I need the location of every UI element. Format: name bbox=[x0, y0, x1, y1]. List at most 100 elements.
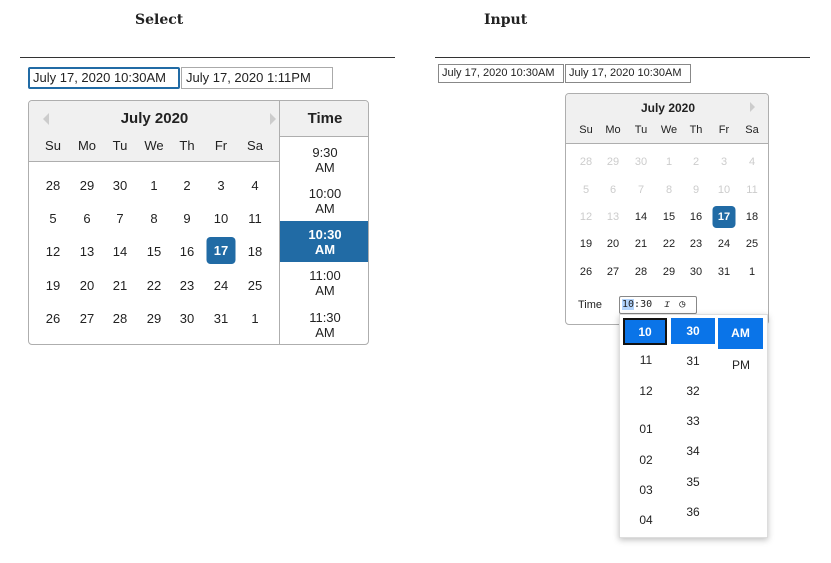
day-cell: 4 bbox=[748, 156, 756, 168]
divider bbox=[435, 57, 810, 58]
day-cell[interactable]: 24 bbox=[213, 278, 229, 293]
day-cell[interactable]: 10 bbox=[213, 211, 229, 226]
day-cell[interactable]: 16 bbox=[179, 244, 195, 259]
day-cell[interactable]: 30 bbox=[179, 311, 195, 326]
minute-option[interactable]: 32 bbox=[686, 384, 700, 398]
day-cell[interactable]: 16 bbox=[689, 211, 703, 223]
start-date-input[interactable]: July 17, 2020 10:30AM bbox=[438, 64, 564, 83]
day-cell[interactable]: 19 bbox=[45, 278, 61, 293]
hour-option[interactable]: 10 bbox=[623, 318, 667, 345]
day-cell: 8 bbox=[665, 184, 673, 196]
day-cell[interactable]: 14 bbox=[112, 244, 128, 259]
day-cell[interactable]: 15 bbox=[146, 244, 162, 259]
day-cell[interactable]: 26 bbox=[45, 311, 61, 326]
day-cell[interactable]: 26 bbox=[579, 266, 593, 278]
minute-option[interactable]: 36 bbox=[686, 505, 700, 519]
time-option[interactable]: 11:00 AM bbox=[309, 268, 341, 298]
day-cell[interactable]: 8 bbox=[150, 211, 158, 226]
day-cell: 3 bbox=[720, 156, 728, 168]
time-input[interactable]: 10:30 ɪ ◷ bbox=[619, 296, 697, 314]
day-cell[interactable]: 22 bbox=[662, 238, 676, 250]
day-cell[interactable]: 1 bbox=[251, 311, 259, 326]
period-option[interactable]: AM bbox=[718, 318, 763, 349]
day-cell[interactable]: 24 bbox=[717, 238, 731, 250]
day-cell[interactable]: 17 bbox=[712, 206, 736, 228]
day-cell[interactable]: 2 bbox=[183, 178, 191, 193]
clock-icon[interactable]: ◷ bbox=[679, 299, 686, 310]
day-cell[interactable]: 19 bbox=[579, 238, 593, 250]
end-date-input[interactable]: July 17, 2020 1:11PM bbox=[181, 67, 333, 89]
day-cell[interactable]: 17 bbox=[206, 237, 236, 264]
weekday-label: Su bbox=[45, 138, 61, 153]
hour-option[interactable]: 03 bbox=[639, 483, 653, 497]
hour-option[interactable]: 04 bbox=[639, 513, 653, 527]
minute-segment[interactable]: 30 bbox=[640, 299, 653, 310]
time-option[interactable]: 10:00 AM bbox=[308, 186, 342, 216]
period-segment-icon[interactable]: ɪ bbox=[664, 299, 671, 310]
start-date-input[interactable]: July 17, 2020 10:30AM bbox=[28, 67, 180, 89]
day-cell[interactable]: 18 bbox=[247, 244, 263, 259]
day-cell[interactable]: 13 bbox=[79, 244, 95, 259]
day-cell[interactable]: 20 bbox=[606, 238, 620, 250]
hour-segment[interactable]: 10 bbox=[622, 299, 635, 310]
hour-option[interactable]: 12 bbox=[639, 384, 653, 398]
time-dropdown: 10 11 12 01 02 03 04 30 31 32 33 34 35 36 AM PM bbox=[619, 314, 768, 538]
day-cell[interactable]: 20 bbox=[79, 278, 95, 293]
day-cell[interactable]: 29 bbox=[79, 178, 95, 193]
day-cell[interactable]: 4 bbox=[251, 178, 259, 193]
time-option[interactable]: 9:30 AM bbox=[312, 145, 338, 175]
day-cell[interactable]: 21 bbox=[112, 278, 128, 293]
column-divider bbox=[279, 101, 280, 344]
hour-option[interactable]: 01 bbox=[639, 422, 653, 436]
minute-option[interactable]: 34 bbox=[686, 444, 700, 458]
weekday-label: Th bbox=[179, 138, 195, 153]
day-cell[interactable]: 6 bbox=[83, 211, 91, 226]
hour-option[interactable]: 11 bbox=[639, 353, 653, 367]
next-month-icon[interactable] bbox=[270, 113, 276, 125]
day-cell[interactable]: 27 bbox=[79, 311, 95, 326]
day-cell[interactable]: 29 bbox=[146, 311, 162, 326]
day-cell[interactable]: 28 bbox=[45, 178, 61, 193]
next-month-icon[interactable] bbox=[750, 102, 755, 112]
previous-month-icon[interactable] bbox=[43, 113, 49, 125]
period-option[interactable]: PM bbox=[732, 358, 750, 372]
day-cell[interactable]: 21 bbox=[634, 238, 648, 250]
day-cell[interactable]: 22 bbox=[146, 278, 162, 293]
month-title: July 2020 bbox=[640, 101, 696, 115]
day-cell: 29 bbox=[606, 156, 620, 168]
minute-option[interactable]: 31 bbox=[686, 354, 700, 368]
day-cell[interactable]: 31 bbox=[717, 266, 731, 278]
day-cell[interactable]: 25 bbox=[247, 278, 263, 293]
time-option[interactable]: 11:30 AM bbox=[309, 310, 341, 340]
minute-option[interactable]: 35 bbox=[686, 475, 700, 489]
day-cell[interactable]: 11 bbox=[248, 211, 262, 226]
day-cell: 12 bbox=[579, 211, 593, 223]
day-cell[interactable]: 18 bbox=[745, 211, 759, 223]
day-cell[interactable]: 30 bbox=[689, 266, 703, 278]
day-cell[interactable]: 28 bbox=[634, 266, 648, 278]
day-cell[interactable]: 3 bbox=[217, 178, 225, 193]
day-cell[interactable]: 28 bbox=[112, 311, 128, 326]
day-cell[interactable]: 31 bbox=[213, 311, 229, 326]
weekday-label: Mo bbox=[77, 138, 97, 153]
end-date-input[interactable]: July 17, 2020 10:30AM bbox=[565, 64, 691, 83]
time-option[interactable]: 10:30 AM bbox=[308, 227, 342, 257]
day-cell[interactable]: 25 bbox=[745, 238, 759, 250]
day-cell[interactable]: 30 bbox=[112, 178, 128, 193]
hour-option[interactable]: 02 bbox=[639, 453, 653, 467]
day-cell[interactable]: 7 bbox=[116, 211, 124, 226]
day-cell[interactable]: 23 bbox=[689, 238, 703, 250]
day-cell[interactable]: 23 bbox=[179, 278, 195, 293]
day-cell[interactable]: 14 bbox=[634, 211, 648, 223]
day-cell[interactable]: 29 bbox=[662, 266, 676, 278]
minute-option[interactable]: 30 bbox=[671, 318, 715, 344]
minute-option[interactable]: 33 bbox=[686, 414, 700, 428]
day-cell[interactable]: 27 bbox=[606, 266, 620, 278]
day-cell[interactable]: 9 bbox=[183, 211, 191, 226]
day-cell[interactable]: 1 bbox=[150, 178, 158, 193]
day-cell[interactable]: 15 bbox=[662, 211, 676, 223]
day-cell[interactable]: 1 bbox=[748, 266, 756, 278]
weekday-label: Tu bbox=[634, 124, 648, 136]
day-cell[interactable]: 12 bbox=[45, 244, 61, 259]
day-cell[interactable]: 5 bbox=[49, 211, 57, 226]
